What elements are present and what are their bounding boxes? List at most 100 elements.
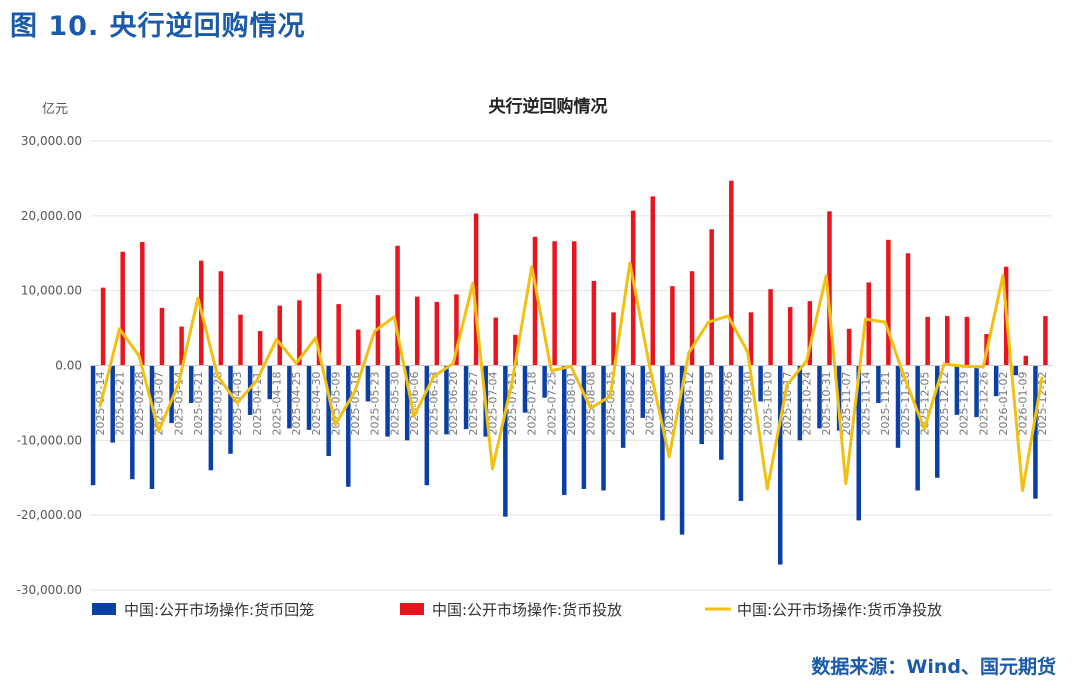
legend-label: 中国:公开市场操作:货币投放 bbox=[432, 601, 622, 619]
bar-injection bbox=[493, 317, 498, 366]
x-tick-label: 2025-11-07 bbox=[840, 372, 853, 436]
bar-injection bbox=[689, 271, 695, 366]
bar-injection bbox=[729, 180, 734, 366]
y-tick-label: 30,000.00 bbox=[21, 134, 82, 148]
bar-withdrawal bbox=[110, 365, 115, 443]
bar-withdrawal bbox=[169, 365, 174, 424]
bar-injection bbox=[611, 312, 616, 366]
x-tick-label: 2025-05-23 bbox=[369, 372, 382, 436]
legend-label: 中国:公开市场操作:货币净投放 bbox=[737, 601, 942, 619]
bar-injection bbox=[768, 289, 773, 366]
bar-withdrawal bbox=[267, 365, 273, 400]
bar-withdrawal bbox=[699, 365, 704, 445]
bar-injection bbox=[336, 304, 341, 366]
x-tick-label: 2025-08-15 bbox=[604, 372, 617, 436]
bar-withdrawal bbox=[777, 365, 783, 565]
bar-injection bbox=[591, 280, 597, 366]
bar-withdrawal bbox=[974, 365, 979, 418]
bar-withdrawal bbox=[228, 365, 233, 454]
x-tick-label: 2025-05-16 bbox=[349, 372, 362, 436]
x-tick-label: 2025-06-27 bbox=[467, 372, 480, 436]
y-tick-label: -30,000.00 bbox=[17, 583, 82, 597]
x-tick-label: 2025-08-01 bbox=[565, 372, 578, 436]
y-tick-label: 20,000.00 bbox=[21, 209, 82, 223]
bar-withdrawal bbox=[542, 365, 547, 398]
x-tick-label: 2025-12-12 bbox=[938, 372, 951, 436]
legend-swatch bbox=[400, 603, 424, 615]
bar-injection bbox=[650, 196, 656, 366]
legend-swatch bbox=[92, 603, 116, 615]
x-tick-label: 2025-02-21 bbox=[113, 372, 126, 436]
x-tick-label: 2025-07-18 bbox=[526, 372, 539, 436]
x-tick-label: 2025-07-04 bbox=[486, 372, 499, 436]
x-tick-label: 2025-04-18 bbox=[271, 372, 284, 436]
bar-injection bbox=[100, 287, 106, 366]
bar-injection bbox=[414, 296, 420, 366]
x-tick-label: 2025-09-19 bbox=[702, 372, 715, 436]
bar-injection bbox=[238, 314, 243, 366]
bar-withdrawal bbox=[326, 365, 331, 457]
legend-label: 中国:公开市场操作:货币回笼 bbox=[124, 601, 314, 619]
bar-injection bbox=[454, 294, 459, 366]
x-tick-label: 2025-02-28 bbox=[133, 372, 146, 436]
chart-title: 央行逆回购情况 bbox=[489, 96, 608, 117]
bar-injection bbox=[356, 329, 361, 366]
bar-injection bbox=[159, 307, 165, 366]
bar-injection bbox=[886, 239, 891, 366]
bar-injection bbox=[748, 312, 754, 366]
y-tick-label: 0.00 bbox=[55, 359, 82, 373]
bar-withdrawal bbox=[346, 365, 351, 487]
bar-injection bbox=[807, 301, 813, 366]
bar-withdrawal bbox=[954, 365, 960, 415]
bar-withdrawal bbox=[660, 365, 665, 521]
bar-withdrawal bbox=[404, 365, 410, 441]
bar-withdrawal bbox=[640, 365, 646, 418]
bar-injection bbox=[316, 273, 322, 366]
x-tick-label: 2026-01-09 bbox=[1017, 372, 1030, 436]
x-tick-label: 2025-09-05 bbox=[663, 372, 676, 436]
bar-withdrawal bbox=[719, 365, 724, 460]
bar-withdrawal bbox=[306, 365, 312, 430]
bar-injection bbox=[827, 211, 832, 366]
bar-withdrawal bbox=[620, 365, 626, 448]
bar-injection bbox=[787, 307, 793, 366]
bar-injection bbox=[552, 241, 557, 366]
bar-injection bbox=[297, 300, 302, 366]
bar-withdrawal bbox=[797, 365, 803, 441]
x-tick-label: 2025-10-10 bbox=[761, 372, 774, 436]
x-tick-label: 2025-04-30 bbox=[310, 372, 323, 436]
bar-withdrawal bbox=[817, 365, 822, 429]
x-tick-label: 2026-01-02 bbox=[997, 372, 1010, 436]
bar-injection bbox=[513, 334, 518, 366]
bar-injection bbox=[866, 282, 871, 366]
x-tick-label: 2025-10-31 bbox=[820, 372, 833, 436]
bar-injection bbox=[395, 245, 400, 366]
x-tick-label: 2025-11-14 bbox=[859, 372, 872, 436]
bar-withdrawal bbox=[463, 365, 469, 430]
x-tick-label: 2025-12-26 bbox=[977, 372, 990, 436]
bar-withdrawal bbox=[876, 365, 881, 403]
x-tick-label: 2025-03-28 bbox=[212, 372, 225, 436]
bar-withdrawal bbox=[522, 365, 528, 413]
bar-injection bbox=[905, 253, 911, 366]
legend: 中国:公开市场操作:货币回笼 中国:公开市场操作:货币投放 中国:公开市场操作:货币… bbox=[92, 601, 942, 619]
bar-withdrawal bbox=[935, 365, 940, 478]
bar-injection bbox=[572, 241, 577, 366]
bar-withdrawal bbox=[581, 365, 587, 489]
bar-withdrawal bbox=[915, 365, 920, 491]
bar-injection bbox=[277, 305, 283, 366]
bar-withdrawal bbox=[562, 365, 567, 495]
x-tick-label: 2025-06-06 bbox=[408, 372, 421, 436]
x-tick-label: 2025-04-25 bbox=[290, 372, 303, 436]
bar-injection bbox=[532, 236, 538, 366]
bar-withdrawal bbox=[993, 365, 999, 397]
x-tick-label: 2025-07-25 bbox=[545, 372, 558, 436]
net-line bbox=[98, 261, 1044, 492]
bar-withdrawal bbox=[856, 365, 861, 521]
x-tick-label: 2025-09-12 bbox=[683, 372, 696, 436]
bar-withdrawal bbox=[758, 365, 763, 402]
bar-injection bbox=[257, 331, 263, 366]
bar-withdrawal bbox=[385, 365, 390, 437]
x-tick-label: 2025-11-21 bbox=[879, 372, 892, 436]
